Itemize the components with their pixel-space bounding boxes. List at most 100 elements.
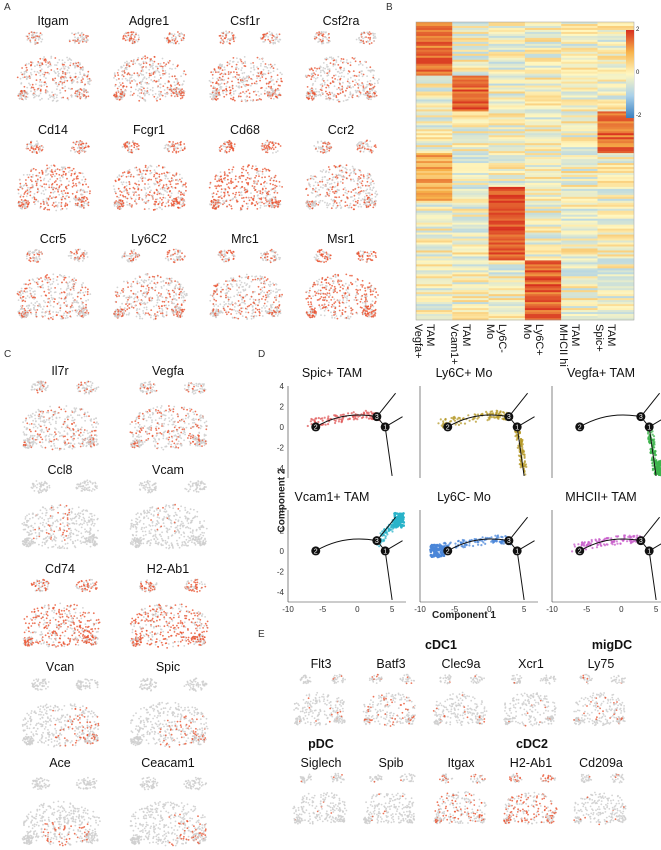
heatmap-cell (488, 35, 525, 39)
heatmap-cell (452, 83, 489, 86)
heatmap-cell (416, 25, 453, 29)
heatmap-cell (452, 37, 489, 41)
heatmap-cell (488, 161, 525, 164)
heatmap-cell (561, 165, 598, 168)
heatmap-cells (416, 22, 634, 321)
tsne-plot (208, 30, 283, 103)
heatmap-cell (561, 87, 598, 90)
heatmap-cell (452, 27, 489, 31)
heatmap-cell (524, 89, 562, 92)
heatmap-cell (416, 83, 453, 86)
heatmap-cell (597, 163, 634, 166)
heatmap-cell (524, 69, 562, 72)
heatmap-cell (488, 59, 525, 63)
heatmap-cell (416, 149, 453, 152)
gene-label: Ly6C2 (131, 232, 167, 246)
heatmap-cell (561, 29, 598, 33)
gene-label: Ccl8 (47, 463, 73, 477)
heatmap-cell (416, 59, 453, 63)
heatmap-cell (597, 73, 634, 76)
heatmap-cell (561, 105, 598, 108)
heatmap-cell (488, 49, 525, 53)
heatmap-cell (524, 75, 562, 78)
heatmap-cell (488, 47, 525, 51)
heatmap-cell (524, 182, 562, 186)
heatmap-cell (597, 115, 634, 118)
heatmap-cell (597, 174, 634, 178)
heatmap-cell (416, 73, 453, 76)
heatmap-cell (561, 35, 598, 39)
heatmap-cell (561, 83, 598, 86)
heatmap-cell (416, 27, 453, 31)
heatmap-cell (524, 174, 562, 178)
heatmap-cell (416, 139, 453, 142)
heatmap-cell (488, 67, 525, 70)
heatmap-cell (416, 22, 453, 25)
heatmap-cell (416, 153, 453, 156)
heatmap-cell (561, 137, 598, 140)
heatmap-cell (416, 75, 453, 78)
tsne-plot (129, 479, 208, 550)
heatmap-cell (416, 141, 453, 144)
heatmap-cell (488, 89, 525, 92)
heatmap-cell (524, 39, 562, 43)
heatmap-cell (488, 153, 525, 156)
heatmap-cell (488, 176, 525, 180)
heatmap-cell (416, 47, 453, 51)
heatmap-cell (524, 27, 562, 31)
heatmap-cell (416, 31, 453, 35)
heatmap-cell (488, 87, 525, 90)
heatmap-cell (524, 167, 562, 170)
heatmap-cell (561, 155, 598, 158)
heatmap-cell (561, 161, 598, 164)
heatmap-cell (561, 180, 598, 184)
heatmap-cell (488, 43, 525, 47)
heatmap-cell (524, 95, 562, 98)
heatmap-cell (524, 165, 562, 168)
gene-label: Spic (155, 660, 181, 674)
heatmap-cell (597, 23, 634, 27)
heatmap-cell (597, 59, 634, 63)
heatmap-cell (416, 135, 453, 138)
heatmap-cell (597, 97, 634, 100)
heatmap-cell (524, 103, 562, 106)
heatmap-cell (524, 41, 562, 45)
heatmap-cell (416, 39, 453, 43)
heatmap-cell (488, 178, 525, 182)
heatmap-cell (452, 101, 489, 104)
heatmap-cell (561, 157, 598, 160)
heatmap-cell (488, 125, 525, 128)
heatmap-cell (561, 81, 598, 84)
heatmap-cell (452, 71, 489, 74)
tsne-plot (293, 673, 346, 727)
heatmap-cell (597, 77, 634, 80)
heatmap-cell (488, 83, 525, 86)
heatmap-cell (488, 39, 525, 43)
heatmap-cell (452, 67, 489, 70)
heatmap-cell (488, 41, 525, 45)
tsne-plot (21, 678, 100, 748)
heatmap-cell (488, 97, 525, 100)
gene-label: Ly75 (587, 657, 615, 671)
heatmap-cell (597, 157, 634, 160)
heatmap-cell (452, 145, 489, 148)
heatmap-cell (524, 87, 562, 90)
heatmap-cell (524, 149, 562, 152)
heatmap-cell (452, 33, 489, 37)
gene-label: Ceacam1 (141, 756, 195, 770)
tsne-plot (16, 248, 92, 321)
heatmap-cell (524, 83, 562, 86)
heatmap-cell (452, 184, 489, 188)
heatmap-cell (597, 178, 634, 182)
heatmap-cell (561, 97, 598, 100)
heatmap-cell (452, 103, 489, 106)
heatmap-cell (488, 182, 525, 186)
panel-label-b: B (386, 2, 393, 13)
heatmap-cell (524, 115, 562, 118)
heatmap-cell (416, 79, 453, 82)
heatmap-cell (524, 63, 562, 67)
heatmap-cell (416, 95, 453, 98)
heatmap-cell (416, 147, 453, 150)
heatmap-cell (452, 75, 489, 78)
heatmap-cell (488, 105, 525, 108)
